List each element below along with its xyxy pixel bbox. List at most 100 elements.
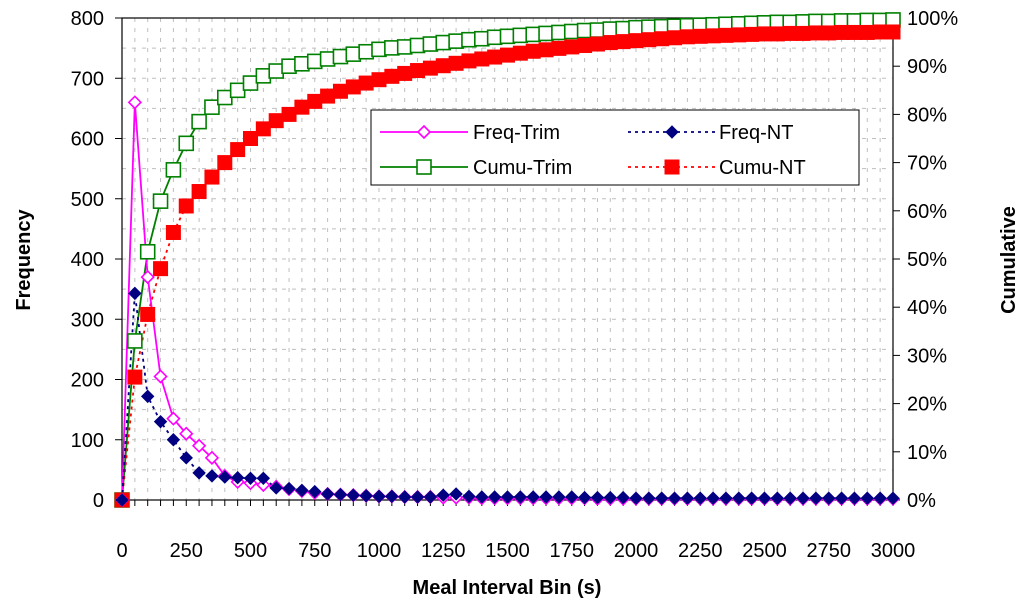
data-point-freq-nt: [642, 491, 656, 505]
data-point-cumu-nt: [679, 29, 695, 45]
data-point-cumu-trim: [422, 36, 439, 52]
data-point-cumu-nt: [718, 27, 734, 43]
data-point-cumu-trim: [127, 333, 143, 349]
data-point-cumu-nt: [538, 42, 554, 58]
legend-marker-cumu-trim: [416, 159, 432, 175]
data-point-freq-trim: [191, 438, 207, 453]
data-point-cumu-nt: [872, 24, 888, 40]
y2-tick-label: 60%: [907, 201, 947, 223]
data-point-freq-nt: [706, 491, 720, 505]
data-point-freq-nt: [526, 490, 540, 504]
x-tick-label: 2000: [614, 540, 659, 562]
data-point-freq-nt: [115, 493, 129, 507]
x-tick-label: 500: [234, 540, 267, 562]
data-point-cumu-trim: [371, 41, 387, 58]
data-point-cumu-nt: [769, 26, 785, 42]
data-point-cumu-nt: [127, 369, 143, 385]
series-layer: [114, 12, 901, 508]
data-point-freq-nt: [487, 490, 502, 504]
data-point-freq-nt: [744, 491, 759, 505]
data-point-cumu-nt: [255, 121, 271, 137]
data-point-cumu-trim: [384, 40, 400, 56]
data-point-freq-nt: [153, 414, 168, 429]
data-point-cumu-nt: [525, 43, 541, 59]
data-point-cumu-nt: [782, 25, 798, 41]
x-tick-label: 0: [116, 540, 127, 562]
data-point-cumu-nt: [281, 106, 297, 122]
y2-axis-title: Cumulative: [998, 206, 1020, 314]
y2-tick-label: 30%: [907, 345, 947, 367]
data-point-cumu-trim: [152, 193, 169, 209]
data-point-freq-nt: [436, 488, 450, 502]
x-tick-label: 1750: [550, 540, 595, 562]
legend-label: Freq-Trim: [473, 122, 560, 144]
data-point-freq-nt: [809, 491, 823, 505]
data-point-freq-nt: [192, 466, 206, 480]
data-point-freq-nt: [732, 491, 746, 505]
data-point-cumu-nt: [448, 55, 464, 71]
data-point-cumu-nt: [371, 72, 387, 88]
x-tick-label: 1500: [485, 540, 530, 562]
data-point-freq-nt: [243, 471, 258, 486]
data-point-cumu-nt: [885, 24, 901, 40]
data-point-freq-nt: [282, 481, 296, 496]
data-point-cumu-nt: [178, 198, 194, 214]
data-point-freq-nt: [886, 491, 900, 505]
data-point-cumu-nt: [834, 24, 850, 40]
data-point-freq-nt: [308, 484, 322, 499]
x-tick-label: 750: [298, 540, 331, 562]
data-point-freq-nt: [385, 489, 399, 504]
data-point-cumu-trim: [538, 25, 554, 42]
data-point-freq-nt: [654, 491, 669, 505]
y2-tick-label: 40%: [907, 297, 947, 319]
x-tick-label: 3000: [871, 540, 916, 562]
data-point-freq-trim: [179, 426, 194, 441]
data-point-cumu-trim: [358, 43, 374, 60]
data-point-freq-nt: [834, 491, 849, 505]
data-point-freq-nt: [218, 470, 232, 484]
data-point-cumu-nt: [397, 65, 413, 81]
data-point-cumu-nt: [577, 37, 593, 53]
data-point-freq-nt: [462, 489, 476, 504]
data-point-cumu-nt: [165, 224, 181, 240]
data-point-cumu-trim: [486, 29, 503, 46]
data-point-cumu-trim: [512, 27, 529, 44]
x-axis-title: Meal Interval Bin (s): [413, 577, 602, 599]
y-tick-label: 0: [93, 490, 104, 512]
data-point-cumu-nt: [422, 60, 438, 76]
data-point-cumu-nt: [808, 25, 824, 41]
data-point-cumu-trim: [319, 51, 336, 67]
data-point-cumu-nt: [217, 155, 233, 171]
data-point-cumu-nt: [705, 28, 721, 44]
y2-tick-label: 100%: [907, 8, 958, 30]
data-point-cumu-nt: [358, 75, 374, 91]
data-point-freq-nt: [230, 471, 245, 485]
data-point-freq-nt: [513, 490, 528, 504]
data-point-freq-nt: [140, 389, 155, 404]
data-point-freq-nt: [860, 491, 875, 505]
data-point-cumu-trim: [576, 22, 593, 39]
data-point-freq-nt: [359, 489, 373, 503]
data-point-cumu-trim: [178, 135, 195, 152]
data-point-cumu-nt: [345, 79, 361, 95]
legend-marker-freq-nt: [665, 125, 679, 139]
data-point-freq-nt: [693, 491, 707, 505]
data-point-cumu-nt: [821, 25, 837, 41]
data-point-cumu-trim: [345, 46, 362, 62]
legend: Freq-Trim Freq-NT Cumu-Trim Cumu-NT: [370, 109, 860, 186]
data-point-cumu-trim: [255, 68, 272, 84]
data-point-cumu-nt: [332, 83, 348, 99]
y-tick-label: 600: [71, 129, 104, 151]
data-point-cumu-trim: [332, 48, 349, 65]
y2-tick-label: 80%: [907, 104, 947, 126]
data-point-cumu-trim: [448, 33, 464, 49]
data-point-freq-nt: [475, 490, 489, 504]
legend-box: [370, 109, 860, 186]
legend-label: Freq-NT: [719, 122, 793, 144]
data-point-cumu-nt: [846, 24, 862, 40]
data-point-cumu-trim: [217, 89, 233, 106]
data-point-cumu-trim: [473, 30, 490, 47]
data-point-cumu-nt: [307, 93, 323, 109]
data-point-freq-nt: [333, 487, 348, 502]
data-point-cumu-nt: [731, 27, 747, 43]
